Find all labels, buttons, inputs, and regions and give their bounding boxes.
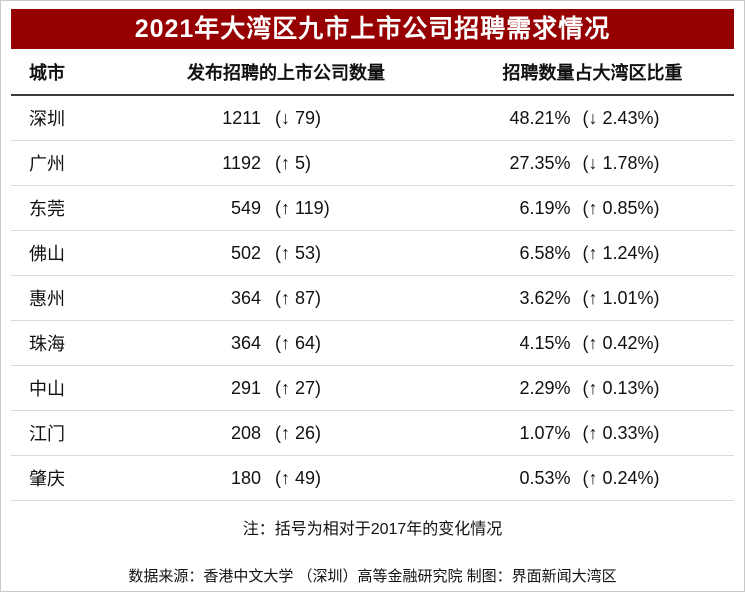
cell-company-count: 291 (↑ 27) <box>121 378 451 399</box>
cell-share: 2.29% (↑ 0.13%) <box>451 378 734 399</box>
cell-city: 东莞 <box>29 199 65 219</box>
cell-city: 惠州 <box>29 289 65 309</box>
cell-city: 广州 <box>29 154 65 174</box>
share-value: 3.62% <box>519 287 571 308</box>
company-count-value: 291 <box>230 377 261 398</box>
cell-share: 48.21% (↓ 2.43%) <box>451 108 734 129</box>
company-count-value: 1192 <box>222 152 261 173</box>
share-value: 48.21% <box>509 107 571 128</box>
cell-company-count: 502 (↑ 53) <box>121 243 451 264</box>
company-count-change: (↑ 26) <box>275 422 322 443</box>
share-change: (↑ 1.01%) <box>582 287 660 308</box>
column-header-share: 招聘数量占大湾区比重 <box>502 62 683 83</box>
cell-share: 6.19% (↑ 0.85%) <box>451 198 734 219</box>
company-count-change: (↑ 27) <box>275 377 322 398</box>
table-row: 珠海 364 (↑ 64) 4.15% (↑ 0.42%) <box>11 321 734 366</box>
company-count-value: 549 <box>230 197 261 218</box>
share-change: (↓ 2.43%) <box>582 107 660 128</box>
share-change: (↑ 0.42%) <box>582 332 660 353</box>
table-row: 佛山 502 (↑ 53) 6.58% (↑ 1.24%) <box>11 231 734 276</box>
cell-share: 27.35% (↓ 1.78%) <box>451 153 734 174</box>
share-value: 2.29% <box>519 377 571 398</box>
cell-company-count: 1192 (↑ 5) <box>121 153 451 174</box>
company-count-value: 1211 <box>222 107 261 128</box>
table-row: 东莞 549 (↑ 119) 6.19% (↑ 0.85%) <box>11 186 734 231</box>
share-value: 6.58% <box>519 242 571 263</box>
source-credit: 数据来源：香港中文大学 （深圳）高等金融研究院 制图：界面新闻大湾区 <box>128 568 617 585</box>
share-change: (↑ 1.24%) <box>582 242 660 263</box>
cell-share: 3.62% (↑ 1.01%) <box>451 288 734 309</box>
share-value: 6.19% <box>519 197 571 218</box>
cell-city: 肇庆 <box>29 469 65 489</box>
table-row: 深圳 1211 (↓ 79) 48.21% (↓ 2.43%) <box>11 96 734 141</box>
table-row: 江门 208 (↑ 26) 1.07% (↑ 0.33%) <box>11 411 734 456</box>
share-value: 1.07% <box>519 422 571 443</box>
cell-city: 珠海 <box>29 334 65 354</box>
company-count-change: (↓ 79) <box>275 107 322 128</box>
data-table: 城市 发布招聘的上市公司数量 招聘数量占大湾区比重 深圳 1211 (↓ 79)… <box>11 49 734 501</box>
table-row: 肇庆 180 (↑ 49) 0.53% (↑ 0.24%) <box>11 456 734 501</box>
cell-company-count: 180 (↑ 49) <box>121 468 451 489</box>
company-count-value: 208 <box>230 422 261 443</box>
column-header-city: 城市 <box>29 62 65 83</box>
table-row: 惠州 364 (↑ 87) 3.62% (↑ 1.01%) <box>11 276 734 321</box>
share-value: 4.15% <box>519 332 571 353</box>
cell-company-count: 364 (↑ 87) <box>121 288 451 309</box>
cell-company-count: 549 (↑ 119) <box>121 198 451 219</box>
share-change: (↑ 0.33%) <box>582 422 660 443</box>
company-count-value: 364 <box>230 287 261 308</box>
company-count-value: 364 <box>230 332 261 353</box>
share-change: (↑ 0.24%) <box>582 467 660 488</box>
company-count-value: 180 <box>230 467 261 488</box>
footnote: 注：括号为相对于2017年的变化情况 <box>242 521 503 538</box>
company-count-change: (↑ 53) <box>275 242 322 263</box>
cell-company-count: 364 (↑ 64) <box>121 333 451 354</box>
cell-city: 佛山 <box>29 244 65 264</box>
column-header-company-count: 发布招聘的上市公司数量 <box>187 62 385 83</box>
cell-share: 6.58% (↑ 1.24%) <box>451 243 734 264</box>
company-count-change: (↑ 64) <box>275 332 322 353</box>
share-value: 0.53% <box>519 467 571 488</box>
share-change: (↑ 0.13%) <box>582 377 660 398</box>
table-body: 深圳 1211 (↓ 79) 48.21% (↓ 2.43%) 广州 1192 … <box>11 96 734 501</box>
table-row: 广州 1192 (↑ 5) 27.35% (↓ 1.78%) <box>11 141 734 186</box>
cell-city: 江门 <box>29 424 65 444</box>
company-count-change: (↑ 49) <box>275 467 322 488</box>
share-change: (↓ 1.78%) <box>582 152 660 173</box>
page-title: 2021年大湾区九市上市公司招聘需求情况 <box>11 9 734 49</box>
company-count-change: (↑ 5) <box>275 152 311 173</box>
cell-company-count: 208 (↑ 26) <box>121 423 451 444</box>
cell-share: 4.15% (↑ 0.42%) <box>451 333 734 354</box>
company-count-value: 502 <box>230 242 261 263</box>
company-count-change: (↑ 87) <box>275 287 322 308</box>
cell-city: 深圳 <box>29 109 65 129</box>
cell-share: 1.07% (↑ 0.33%) <box>451 423 734 444</box>
share-value: 27.35% <box>509 152 571 173</box>
table-row: 中山 291 (↑ 27) 2.29% (↑ 0.13%) <box>11 366 734 411</box>
cell-share: 0.53% (↑ 0.24%) <box>451 468 734 489</box>
company-count-change: (↑ 119) <box>275 197 330 218</box>
cell-company-count: 1211 (↓ 79) <box>121 108 451 129</box>
share-change: (↑ 0.85%) <box>582 197 660 218</box>
table-header-row: 城市 发布招聘的上市公司数量 招聘数量占大湾区比重 <box>11 49 734 96</box>
cell-city: 中山 <box>29 379 65 399</box>
